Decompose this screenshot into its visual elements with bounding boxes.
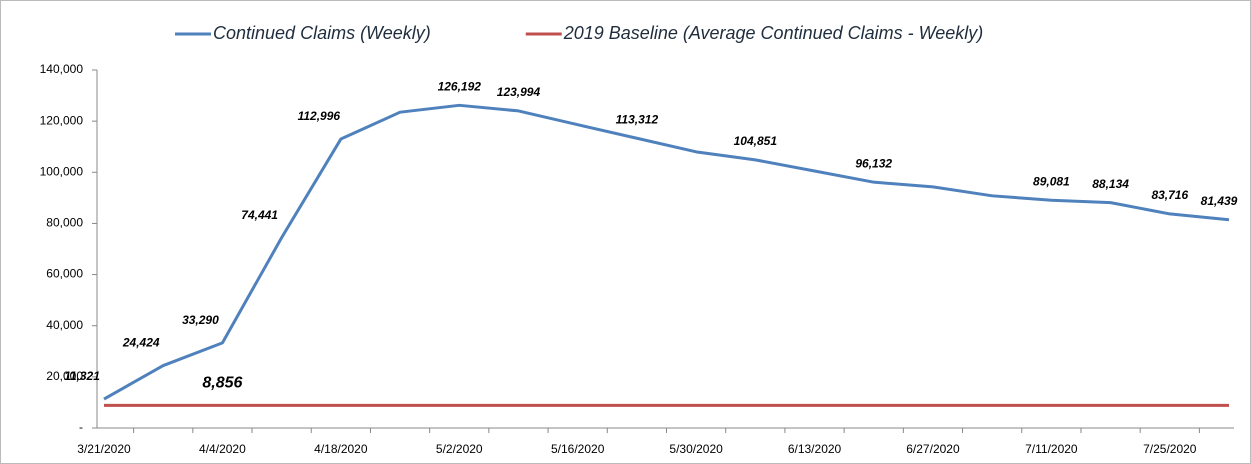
data-label: 104,851 [734,134,778,148]
data-label: 83,716 [1151,188,1188,202]
y-tick-label: 120,000 [40,113,84,127]
data-label: 89,081 [1033,174,1070,188]
data-label: 33,290 [182,313,219,327]
data-label: 24,424 [122,336,160,350]
x-tick-label: 3/21/2020 [77,442,131,456]
data-label: 96,132 [855,156,892,170]
y-tick-label: 100,000 [40,164,84,178]
data-label: 113,312 [616,112,659,126]
x-tick-label: 5/16/2020 [551,442,605,456]
y-tick-label: 140,000 [40,62,84,76]
data-label: 126,192 [438,79,482,93]
x-tick-label: 5/2/2020 [436,442,483,456]
data-label: 8,856 [202,375,242,392]
x-tick-label: 7/25/2020 [1143,442,1197,456]
data-label: 88,134 [1092,177,1129,191]
series-line [103,103,1230,401]
y-tick-label: 80,000 [46,216,83,230]
x-tick-label: 4/4/2020 [199,442,246,456]
y-tick-label: 40,000 [46,318,83,332]
y-tick-label: - [79,420,83,434]
x-tick-label: 7/11/2020 [1025,442,1078,456]
legend-label: Continued Claims (Weekly) [213,23,431,43]
x-tick-label: 4/18/2020 [314,442,368,456]
x-tick-label: 6/13/2020 [788,442,842,456]
data-label: 81,439 [1201,194,1238,208]
x-tick-label: 6/27/2020 [906,442,960,456]
y-tick-label: 20,000 [46,369,83,383]
data-label: 11,321 [64,369,100,383]
data-label: 74,441 [241,208,278,222]
legend-label: 2019 Baseline (Average Continued Claims … [563,23,984,43]
data-label: 123,994 [497,85,541,99]
y-tick-label: 60,000 [46,267,83,281]
data-label: 112,996 [298,109,341,123]
x-tick-label: 5/30/2020 [669,442,723,456]
